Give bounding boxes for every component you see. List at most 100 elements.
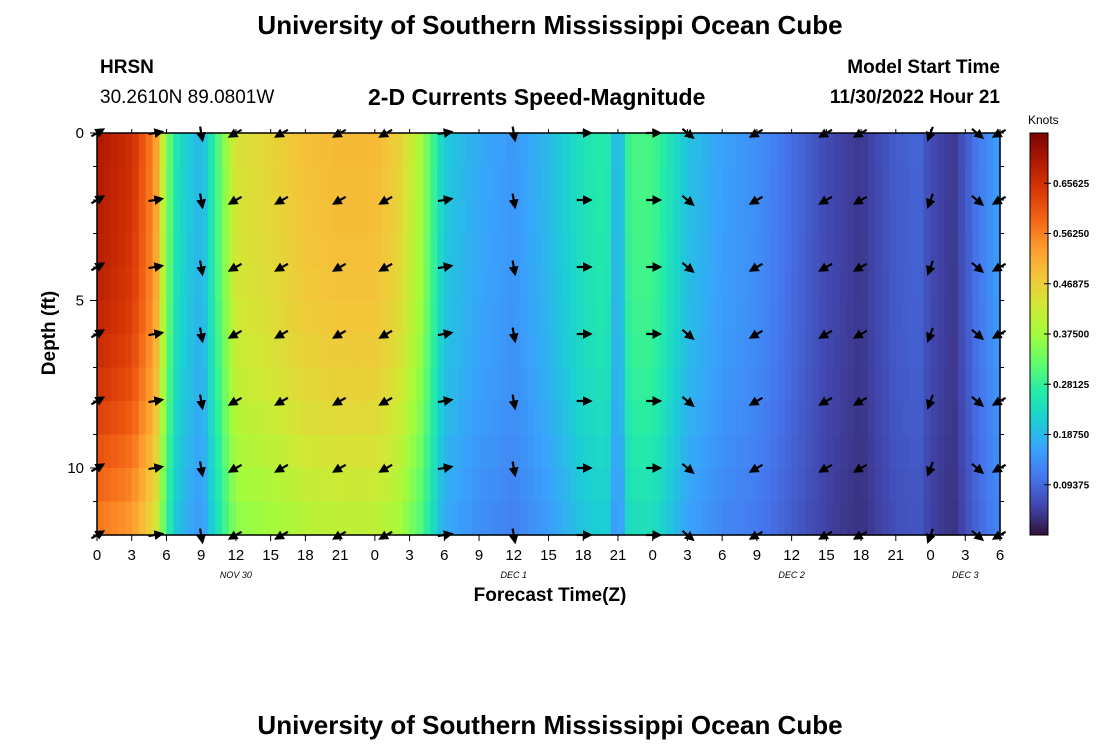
heatmap-cell: [173, 267, 181, 302]
heatmap-cell: [722, 334, 730, 369]
heatmap-cell: [340, 468, 348, 503]
x-tick-label: 0: [93, 547, 101, 564]
heatmap-cell: [993, 367, 1001, 402]
heatmap-cell: [444, 334, 452, 369]
heatmap-cell: [555, 468, 563, 503]
heatmap-cell: [374, 468, 383, 503]
heatmap-cell: [333, 367, 341, 402]
heatmap-cell: [583, 200, 591, 235]
heatmap-cell: [854, 133, 862, 168]
heatmap-cell: [541, 334, 550, 369]
heatmap-cell: [548, 133, 557, 168]
heatmap-cell: [604, 200, 612, 235]
heatmap-cell: [590, 166, 598, 201]
heatmap-cell: [242, 233, 251, 268]
heatmap-cell: [777, 166, 786, 201]
heatmap-cell: [888, 267, 897, 302]
heatmap-cell: [847, 434, 855, 469]
heatmap-cell: [576, 367, 584, 402]
heatmap-cell: [187, 401, 195, 436]
heatmap-cell: [472, 166, 480, 201]
station-name: HRSN: [100, 57, 154, 78]
heatmap-cell: [263, 233, 272, 268]
heatmap-cell: [819, 401, 827, 436]
heatmap-cell: [479, 267, 487, 302]
heatmap-cell: [937, 300, 946, 335]
heatmap-cell: [367, 367, 376, 402]
heatmap-cell: [437, 501, 445, 536]
heatmap-cell: [527, 166, 536, 201]
heatmap-cell: [902, 334, 911, 369]
heatmap-cell: [638, 166, 647, 201]
heatmap-cell: [173, 233, 181, 268]
current-arrow: [818, 195, 833, 205]
x-axis-label: Forecast Time(Z): [473, 585, 627, 606]
heatmap-cell: [749, 501, 758, 536]
heatmap-cell: [756, 300, 765, 335]
heatmap-cell: [367, 166, 376, 201]
heatmap-cell: [485, 233, 494, 268]
heatmap-cell: [951, 233, 959, 268]
heatmap-cell: [708, 367, 716, 402]
heatmap-cell: [868, 334, 876, 369]
heatmap-cell: [569, 468, 577, 503]
heatmap-cell: [888, 233, 897, 268]
heatmap-cell: [465, 434, 473, 469]
heatmap-cell: [583, 367, 591, 402]
heatmap-cell: [347, 434, 355, 469]
heatmap-cell: [868, 300, 876, 335]
heatmap-cell: [847, 267, 855, 302]
heatmap-cell: [360, 501, 369, 536]
heatmap-cell: [416, 434, 425, 469]
heatmap-cell: [861, 401, 869, 436]
heatmap-cell: [881, 501, 890, 536]
current-arrow: [227, 195, 243, 205]
heatmap-cell: [472, 300, 480, 335]
heatmap-cell: [895, 434, 904, 469]
heatmap-cell: [472, 267, 480, 302]
heatmap-cell: [388, 200, 397, 235]
heatmap-cell: [520, 434, 529, 469]
heatmap-cell: [909, 300, 918, 335]
heatmap-cell: [701, 434, 709, 469]
heatmap-cell: [173, 300, 181, 335]
heatmap-cell: [423, 267, 432, 302]
heatmap-cell: [277, 401, 286, 436]
heatmap-cell: [597, 367, 605, 402]
heatmap-cell: [729, 166, 737, 201]
heatmap-cell: [777, 267, 786, 302]
heatmap-cell: [131, 267, 140, 302]
heatmap-cell: [201, 468, 209, 503]
heatmap-cell: [722, 200, 730, 235]
heatmap-cell: [298, 434, 306, 469]
heatmap-cell: [520, 267, 529, 302]
heatmap-cell: [159, 468, 168, 503]
heatmap-cell: [513, 233, 522, 268]
heatmap-cell: [847, 334, 855, 369]
heatmap-cell: [861, 200, 869, 235]
heatmap-cell: [263, 300, 272, 335]
heatmap-cell: [701, 401, 709, 436]
heatmap-cell: [965, 200, 973, 235]
heatmap-cell: [555, 367, 563, 402]
heatmap-cell: [770, 334, 779, 369]
heatmap-cell: [166, 133, 175, 168]
heatmap-cell: [881, 233, 890, 268]
current-arrow: [971, 395, 985, 408]
heatmap-cell: [819, 200, 827, 235]
heatmap-cell: [138, 300, 147, 335]
heatmap-cell: [826, 367, 834, 402]
heatmap-cell: [909, 501, 918, 536]
heatmap-cell: [895, 133, 904, 168]
heatmap-cell: [868, 200, 876, 235]
heatmap-cell: [527, 434, 536, 469]
heatmap-cell: [812, 133, 820, 168]
heatmap-cell: [888, 300, 897, 335]
heatmap-cell: [187, 300, 195, 335]
heatmap-cell: [770, 166, 779, 201]
heatmap-cell: [270, 434, 279, 469]
heatmap-cell: [423, 200, 432, 235]
x-tick-label: 18: [853, 547, 870, 564]
heatmap-cell: [110, 300, 119, 335]
heatmap-cell: [97, 367, 105, 402]
